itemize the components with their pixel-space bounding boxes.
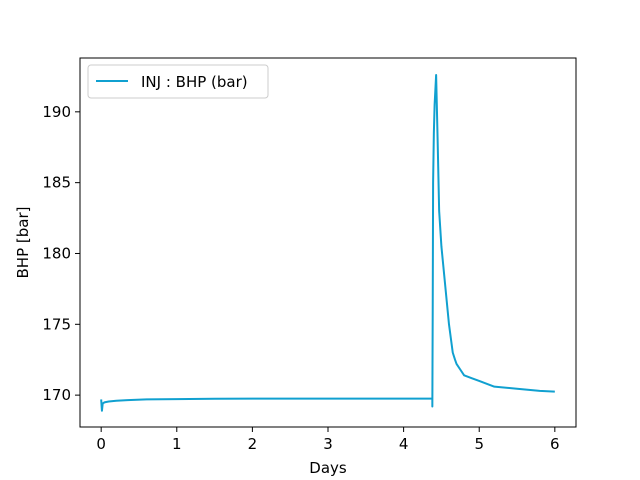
series-line: [100, 74, 555, 412]
x-tick-label: 5: [474, 435, 484, 453]
y-tick-label: 170: [42, 386, 71, 404]
y-tick-label: 175: [42, 315, 71, 333]
x-tick-label: 1: [172, 435, 182, 453]
x-tick-label: 3: [323, 435, 333, 453]
x-tick-label: 0: [96, 435, 106, 453]
axis-ticks: 0 1 2 3 4 5 6 170 175 180 185 190: [42, 103, 559, 453]
legend-box: [87, 64, 269, 99]
x-tick-label: 6: [550, 435, 560, 453]
x-tick-label: 2: [248, 435, 258, 453]
x-axis-title: Days: [309, 459, 347, 477]
x-tick-label: 4: [399, 435, 409, 453]
plot-area: [100, 74, 555, 412]
y-axis-title: BHP [bar]: [14, 207, 32, 279]
legend: INJ : BHP (bar): [87, 64, 269, 99]
legend-label: INJ : BHP (bar): [141, 73, 248, 91]
y-tick-label: 180: [42, 244, 71, 262]
y-tick-label: 185: [42, 174, 71, 192]
axes-frame: [79, 57, 577, 428]
y-tick-label: 190: [42, 103, 71, 121]
